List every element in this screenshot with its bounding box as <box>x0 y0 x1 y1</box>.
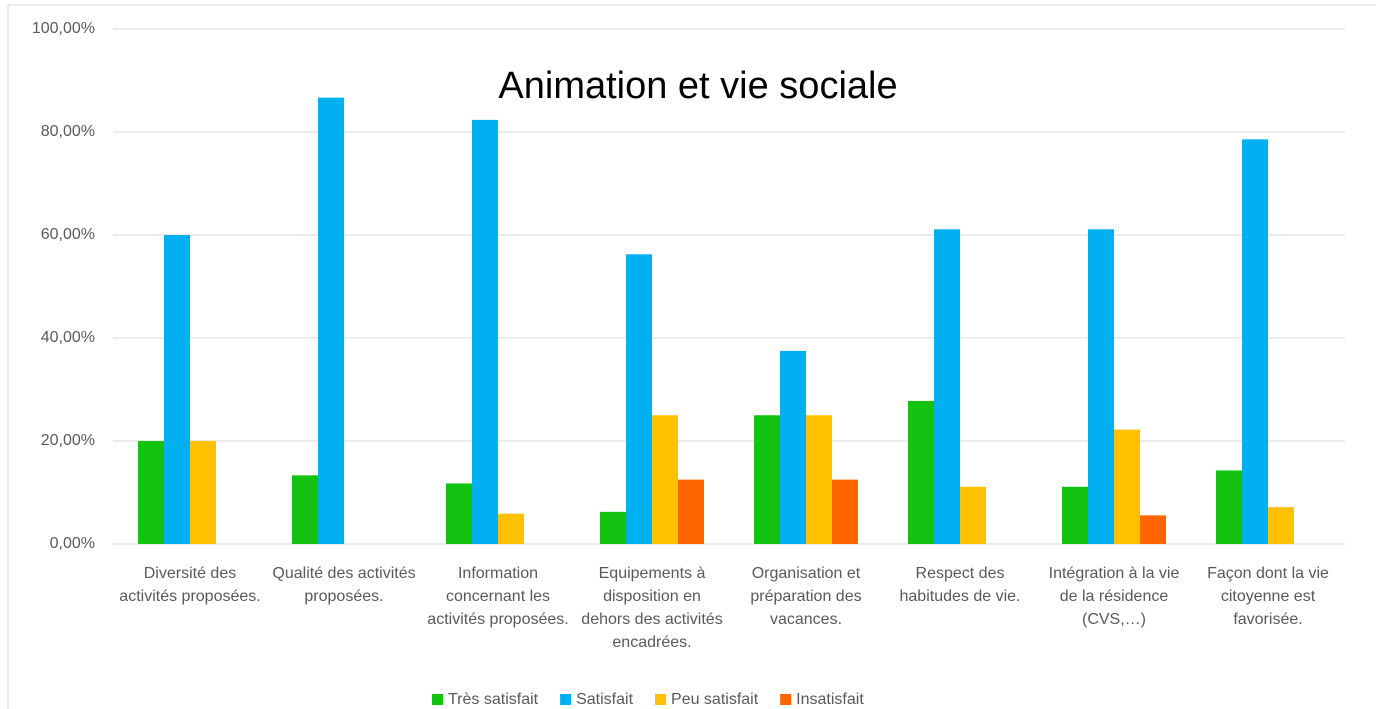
x-tick-label: Qualité des activités proposées. <box>272 565 416 605</box>
bar <box>908 400 934 544</box>
bar <box>472 119 498 545</box>
legend-label: Peu satisfait <box>671 691 759 708</box>
bar <box>934 229 960 544</box>
y-tick-label: 80,00% <box>41 123 95 140</box>
legend-swatch <box>432 694 443 705</box>
x-tick-label: Respect des habitudes de vie. <box>899 565 1021 605</box>
bar <box>1216 470 1242 544</box>
bar <box>780 350 806 544</box>
legend-swatch <box>780 694 792 705</box>
legend-swatch <box>655 694 667 705</box>
y-tick-label: 20,00% <box>41 432 95 449</box>
bar <box>1242 139 1268 544</box>
bar <box>164 235 190 544</box>
legend-label: Satisfait <box>576 691 633 708</box>
x-tick-label: Organisation et préparation des vacances… <box>750 565 862 628</box>
x-tick-label: Diversité des activités proposées. <box>119 565 261 605</box>
bar <box>498 513 524 544</box>
bar <box>292 475 318 544</box>
bar <box>960 486 986 544</box>
bar <box>600 511 626 544</box>
bar <box>754 415 780 544</box>
bar <box>1140 515 1166 544</box>
legend-swatch <box>560 694 572 705</box>
bar <box>652 415 678 544</box>
x-tick-label: Façon dont la vie citoyenne est favorisé… <box>1207 565 1329 628</box>
chart-frame <box>7 4 1376 709</box>
bar <box>1062 486 1088 544</box>
bar <box>1268 507 1294 544</box>
bar <box>626 254 652 544</box>
bar <box>806 415 832 544</box>
bar <box>1114 429 1140 544</box>
x-tick-label: Intégration à la vie de la résidence (CV… <box>1048 565 1180 628</box>
bar <box>190 441 216 544</box>
y-tick-label: 40,00% <box>41 329 95 346</box>
bar <box>446 483 472 544</box>
x-tick-label: Information concernant les activités pro… <box>427 565 569 628</box>
legend-label: Très satisfait <box>448 691 539 708</box>
y-tick-label: 100,00% <box>32 20 95 37</box>
x-tick-label: Equipements à disposition en dehors des … <box>581 565 723 651</box>
chart-title: Animation et vie sociale <box>498 65 897 107</box>
bar <box>832 479 858 544</box>
y-tick-label: 60,00% <box>41 226 95 243</box>
bar <box>678 479 704 544</box>
bar <box>318 97 344 544</box>
bar <box>138 441 164 544</box>
bar <box>1088 229 1114 544</box>
y-tick-label: 0,00% <box>50 535 95 552</box>
legend-label: Insatisfait <box>796 691 864 708</box>
